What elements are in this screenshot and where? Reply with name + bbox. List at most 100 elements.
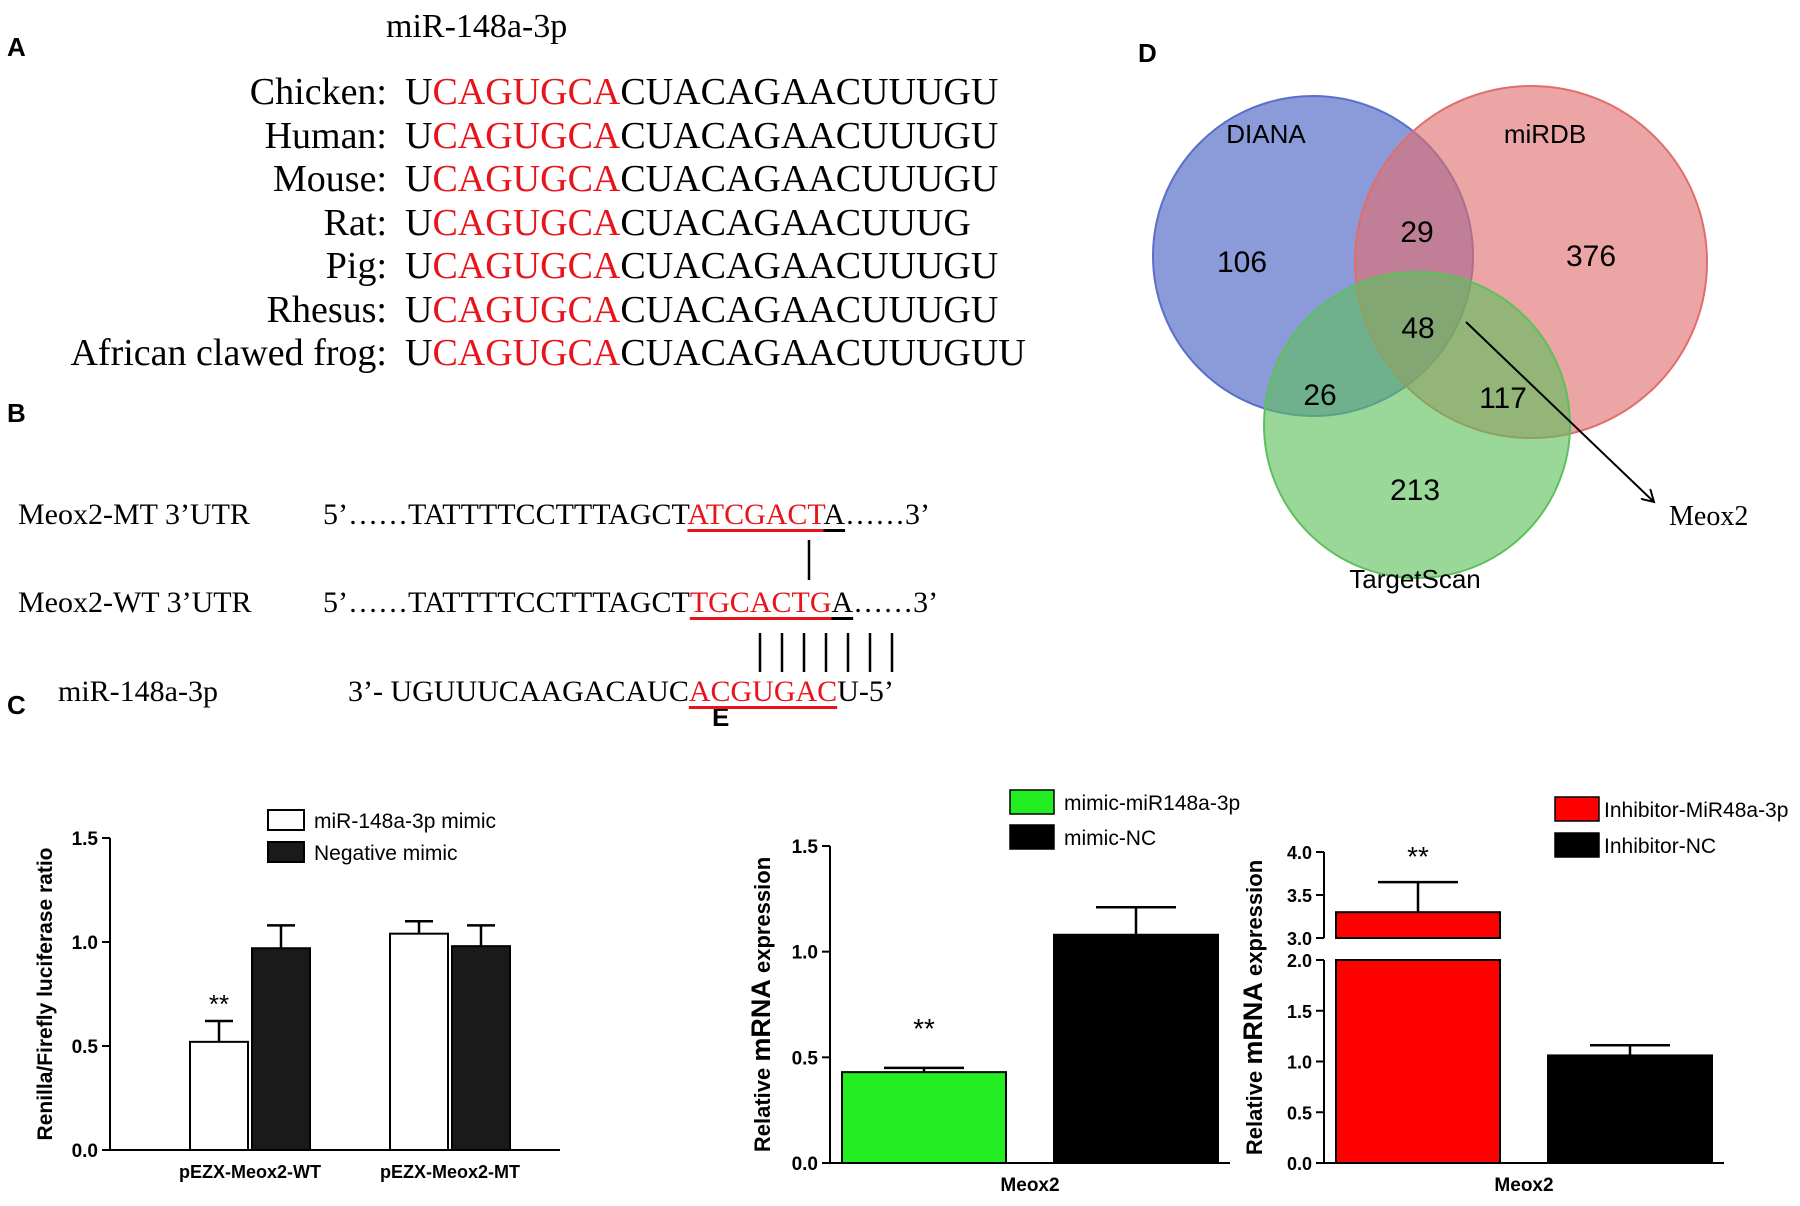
panel-letter-b: B: [7, 398, 26, 428]
meox2-wt-name: Meox2-WT 3’UTR: [18, 586, 252, 619]
panel-letter-c: C: [7, 690, 26, 720]
bar-lower-segment: [1335, 959, 1501, 1164]
seed-region: CAGUGCA: [432, 158, 621, 200]
significance-mark: **: [209, 989, 229, 1019]
meox2-wt-site: TGCACTG: [689, 586, 832, 619]
legend-swatch: [267, 809, 305, 831]
legend-swatch: [1009, 824, 1055, 850]
y-tick-label: 0.0: [792, 1154, 818, 1175]
panel-letter-e: E: [712, 702, 730, 732]
y-tick-label: 2.0: [1287, 951, 1312, 971]
sequence-prefix: U: [405, 114, 433, 157]
meox2-mt-row: Meox2-MT 3’UTR 5’……TATTTTCCTTTAGCTATCGACT…: [18, 498, 930, 532]
species-label: African clawed frog:: [70, 332, 387, 374]
legend-label: Inhibitor-NC: [1604, 835, 1716, 858]
legend-label: Negative mimic: [314, 842, 458, 865]
significance-mark: **: [1407, 841, 1429, 872]
bar: [189, 1040, 249, 1151]
y-tick-label: 1.0: [1287, 1053, 1312, 1073]
x-tick-label: Meox2: [1494, 1175, 1553, 1196]
venn-count-diana-only: 106: [1217, 246, 1267, 279]
legend-label: miR-148a-3p mimic: [314, 810, 496, 833]
seed-region: CAGUGCA: [432, 201, 621, 244]
y-tick-label: 1.5: [72, 829, 99, 850]
bar: [841, 1071, 1007, 1165]
sequence-prefix: U: [405, 288, 433, 331]
species-label: Rat:: [323, 201, 387, 244]
y-axis-label-part: Relative: [1242, 1065, 1267, 1156]
meox2-arrow: [1465, 321, 1654, 502]
x-tick-label: pEZX-Meox2-MT: [380, 1162, 520, 1182]
sequence-suffix: CUACAGAACUUUGU: [620, 158, 999, 200]
sequence-prefix: U: [405, 332, 433, 374]
y-tick-label: 1.0: [72, 933, 98, 954]
y-tick-label: 3.0: [1287, 929, 1312, 949]
sequence-suffix: CUACAGAACUUUG: [620, 201, 971, 244]
venn-label-mirdb: miRDB: [1504, 119, 1586, 149]
meox2-mt-pre: 5’……TATTTTCCTTTAGCT: [323, 498, 688, 531]
meox2-mt-name: Meox2-MT 3’UTR: [18, 498, 250, 531]
y-tick-label: 0.0: [72, 1141, 98, 1162]
y-tick-label: 0.0: [1287, 1154, 1312, 1174]
sequence-row: Chicken: UCAGUGCACUACAGAACUUUGU: [17, 70, 998, 114]
y-tick-label: 1.0: [792, 943, 818, 964]
sequence-row: African clawed frog: UCAGUGCACUACAGAACUUU…: [17, 331, 1026, 375]
species-label: Human:: [264, 114, 387, 157]
species-label: Rhesus:: [266, 288, 387, 331]
sequence-suffix: CUACAGAACUUUGUU: [620, 332, 1026, 374]
panel-letter-d: D: [1138, 38, 1157, 68]
legend-swatch: [1554, 796, 1600, 822]
panel-letter-a: A: [7, 32, 26, 62]
y-tick-label: 0.5: [72, 1037, 99, 1058]
legend-swatch: [1554, 832, 1600, 858]
meox2-mt-site: ATCGACT: [687, 498, 824, 531]
y-axis-label: Renilla/Firefly luciferase ratio: [34, 848, 57, 1141]
meox2-wt-pre: 5’……TATTTTCCTTTAGCT: [323, 586, 690, 619]
venn-count-mirdb-ts: 117: [1479, 382, 1527, 415]
x-tick-label: Meox2: [1000, 1175, 1059, 1196]
y-tick-label: 1.5: [792, 837, 819, 858]
seed-region: CAGUGCA: [432, 71, 621, 113]
species-label: Mouse:: [273, 158, 387, 200]
bar: [1053, 933, 1219, 1165]
y-axis-label-part: Relative: [750, 1062, 775, 1153]
legend-swatch: [1009, 789, 1055, 815]
venn-target-label: Meox2: [1669, 501, 1748, 532]
sequence-row: Human: UCAGUGCACUACAGAACUUUGU: [17, 114, 999, 158]
sequence-prefix: U: [405, 158, 433, 200]
mir-site: ACGUGAC: [688, 675, 838, 708]
y-tick-label: 3.5: [1287, 886, 1312, 906]
species-label: Pig:: [325, 245, 387, 287]
species-label: Chicken:: [249, 71, 387, 113]
y-tick-label: 1.5: [1287, 1002, 1312, 1022]
meox2-mt-tail: ……3’: [845, 498, 931, 531]
sequence-row: Rhesus: UCAGUGCACUACAGAACUUUGU: [17, 288, 999, 332]
y-axis-label: Relative mRNA expression: [1238, 860, 1268, 1155]
seed-region: CAGUGCA: [432, 245, 621, 287]
venn-count-diana-ts: 26: [1303, 379, 1336, 412]
sequence-suffix: CUACAGAACUUUGU: [620, 288, 999, 331]
sequence-suffix: CUACAGAACUUUGU: [620, 114, 999, 157]
legend-label: mimic-NC: [1064, 827, 1156, 850]
meox2-wt-post: A: [831, 586, 854, 619]
venn-label-diana: DIANA: [1226, 119, 1306, 149]
y-axis-label-part: mRNA: [1238, 982, 1268, 1065]
sequence-suffix: CUACAGAACUUUGU: [620, 245, 999, 287]
sequence-row: Rat: UCAGUGCACUACAGAACUUUG: [17, 201, 971, 245]
seed-region: CAGUGCA: [432, 114, 621, 157]
venn-count-diana-mirdb: 29: [1400, 216, 1433, 249]
sequence-suffix: CUACAGAACUUUGU: [620, 71, 999, 113]
venn-count-ts-only: 213: [1390, 474, 1440, 507]
mir-post: U-5’: [837, 675, 894, 708]
sequence-prefix: U: [405, 201, 433, 244]
mir-name: miR-148a-3p: [58, 675, 218, 708]
sequence-prefix: U: [405, 71, 433, 113]
mir-row: miR-148a-3p 3’- UGUUUCAAGACAUCACGUGACU-5’: [58, 675, 894, 709]
sequence-row: Pig: UCAGUGCACUACAGAACUUUGU: [17, 244, 999, 288]
meox2-wt-row: Meox2-WT 3’UTR 5’……TATTTTCCTTTAGCTTGCACTG…: [18, 586, 938, 620]
bar: [1547, 1054, 1713, 1165]
